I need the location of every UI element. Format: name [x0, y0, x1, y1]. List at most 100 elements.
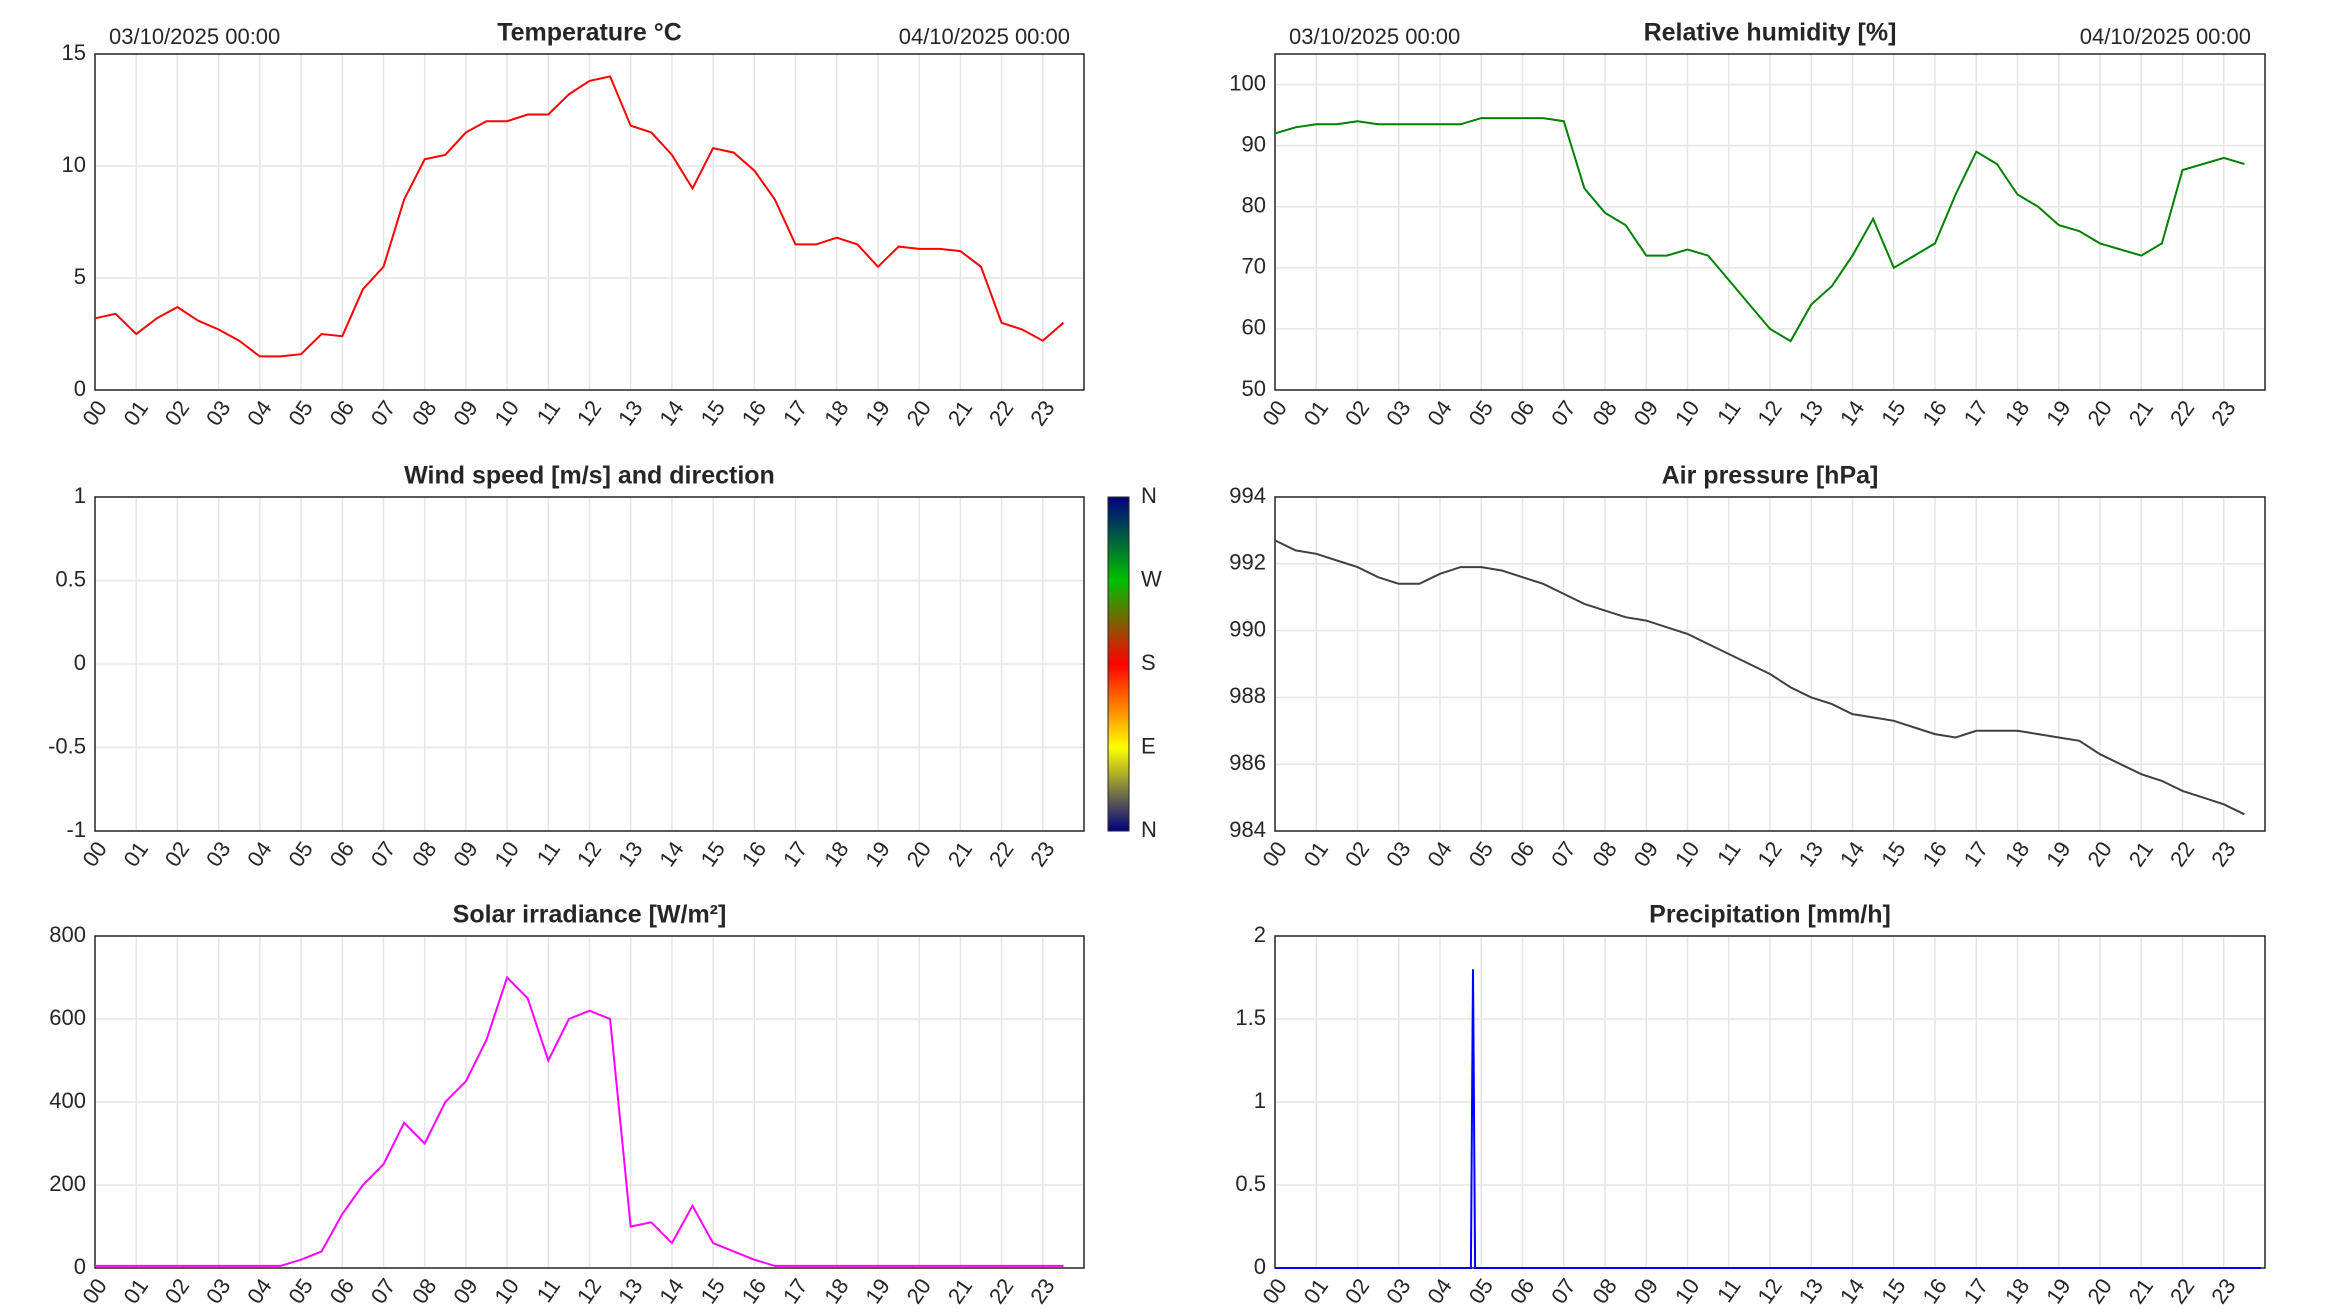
axes-frame: [1274, 53, 2266, 391]
x-tick-label: 11: [1712, 1274, 1746, 1307]
x-tick-label: 19: [860, 837, 895, 871]
y-tick-label: 600: [49, 1005, 86, 1030]
x-tick-label: 08: [407, 396, 442, 430]
x-tick-label: 15: [695, 837, 730, 871]
x-tick-label: 20: [2082, 1274, 2117, 1308]
x-tick-label: 03: [1381, 396, 1416, 430]
y-tick-label: 992: [1229, 550, 1266, 575]
x-tick-label: 15: [695, 396, 730, 430]
date-end: 04/10/2025 00:00: [899, 24, 1070, 49]
x-tick-label: 07: [1546, 396, 1581, 430]
x-tick-label: 08: [1587, 396, 1622, 430]
x-tick-label: 08: [407, 837, 442, 871]
x-tick-label: 10: [489, 396, 524, 430]
x-tick-label: 16: [1917, 1274, 1952, 1308]
y-tick-label: 988: [1229, 683, 1266, 708]
chart-title: Relative humidity [%]: [1644, 19, 1897, 47]
x-tick-label: 12: [572, 1274, 607, 1308]
colorbar-label: N: [1141, 817, 1157, 842]
x-tick-label: 00: [1257, 1274, 1292, 1308]
x-tick-label: 14: [654, 396, 689, 430]
y-tick-label: 2: [1254, 922, 1266, 947]
x-tick-label: 22: [984, 1274, 1019, 1308]
x-tick-label: 11: [532, 396, 566, 429]
x-tick-label: 18: [819, 837, 854, 871]
x-tick-label: 19: [2041, 396, 2076, 430]
x-tick-label: 04: [242, 396, 277, 430]
x-tick-label: 07: [366, 1274, 401, 1308]
x-tick-label: 15: [1876, 837, 1911, 871]
x-tick-label: 06: [325, 396, 360, 430]
data-line: [1275, 969, 2261, 1269]
x-tick-label: 02: [160, 396, 195, 430]
x-tick-label: 08: [1587, 1274, 1622, 1308]
x-tick-label: 15: [695, 1274, 730, 1308]
x-tick-label: 10: [489, 837, 524, 871]
x-tick-label: 01: [119, 837, 154, 871]
y-tick-label: 80: [1242, 193, 1266, 218]
x-tick-label: 05: [1464, 837, 1499, 871]
x-tick-label: 11: [532, 837, 566, 870]
x-tick-label: 11: [532, 1274, 566, 1307]
x-tick-label: 04: [242, 1274, 277, 1308]
x-tick-label: 22: [984, 396, 1019, 430]
x-tick-label: 19: [2041, 837, 2076, 871]
x-tick-label: 00: [77, 396, 112, 430]
x-tick-label: 11: [1712, 396, 1746, 429]
x-tick-label: 20: [902, 396, 937, 430]
x-tick-label: 18: [2000, 1274, 2035, 1308]
x-tick-label: 18: [2000, 837, 2035, 871]
y-tick-label: 1: [74, 483, 86, 508]
x-tick-label: 00: [77, 1274, 112, 1308]
x-tick-label: 23: [1025, 837, 1060, 871]
date-end: 04/10/2025 00:00: [2080, 24, 2251, 49]
chart-title: Air pressure [hPa]: [1662, 462, 1879, 490]
x-tick-label: 01: [119, 1274, 154, 1308]
x-tick-label: 22: [2165, 396, 2200, 430]
x-tick-label: 17: [1959, 1274, 1994, 1308]
x-tick-label: 05: [283, 396, 318, 430]
x-tick-label: 15: [1876, 1274, 1911, 1308]
x-tick-label: 14: [654, 837, 689, 871]
x-tick-label: 16: [737, 837, 772, 871]
x-tick-label: 01: [1299, 396, 1334, 430]
x-tick-label: 03: [201, 1274, 236, 1308]
data-line: [95, 975, 1064, 1267]
x-tick-label: 20: [2082, 837, 2117, 871]
chart-title: Precipitation [mm/h]: [1649, 901, 1891, 929]
x-tick-label: 04: [1422, 396, 1457, 430]
y-tick-label: 0.5: [55, 566, 86, 591]
x-tick-label: 11: [1712, 837, 1746, 870]
x-tick-label: 12: [1752, 396, 1787, 430]
data-line: [1274, 539, 2245, 816]
colorbar: [1107, 496, 1130, 832]
x-tick-label: 18: [819, 396, 854, 430]
x-tick-label: 10: [1670, 396, 1705, 430]
y-tick-label: 10: [62, 152, 86, 177]
y-tick-label: 0: [74, 650, 86, 675]
x-tick-label: 15: [1876, 396, 1911, 430]
x-tick-label: 20: [2082, 396, 2117, 430]
x-tick-label: 18: [2000, 396, 2035, 430]
x-tick-label: 00: [1257, 396, 1292, 430]
x-tick-label: 21: [943, 396, 978, 430]
y-tick-label: 0.5: [1235, 1171, 1266, 1196]
x-tick-label: 08: [407, 1274, 442, 1308]
y-tick-label: 0: [1254, 1254, 1266, 1279]
x-tick-label: 13: [613, 1274, 648, 1308]
x-tick-label: 01: [119, 396, 154, 430]
x-tick-label: 19: [2041, 1274, 2076, 1308]
x-tick-label: 18: [819, 1274, 854, 1308]
x-tick-label: 14: [654, 1274, 689, 1308]
date-start: 03/10/2025 00:00: [1289, 24, 1460, 49]
x-tick-label: 07: [366, 396, 401, 430]
x-tick-label: 04: [1422, 837, 1457, 871]
x-tick-label: 06: [325, 837, 360, 871]
y-tick-label: 986: [1229, 750, 1266, 775]
y-tick-label: 1: [1254, 1088, 1266, 1113]
y-tick-label: 60: [1242, 315, 1266, 340]
x-tick-label: 02: [1340, 837, 1375, 871]
x-tick-label: 22: [2165, 837, 2200, 871]
x-tick-label: 12: [1752, 837, 1787, 871]
